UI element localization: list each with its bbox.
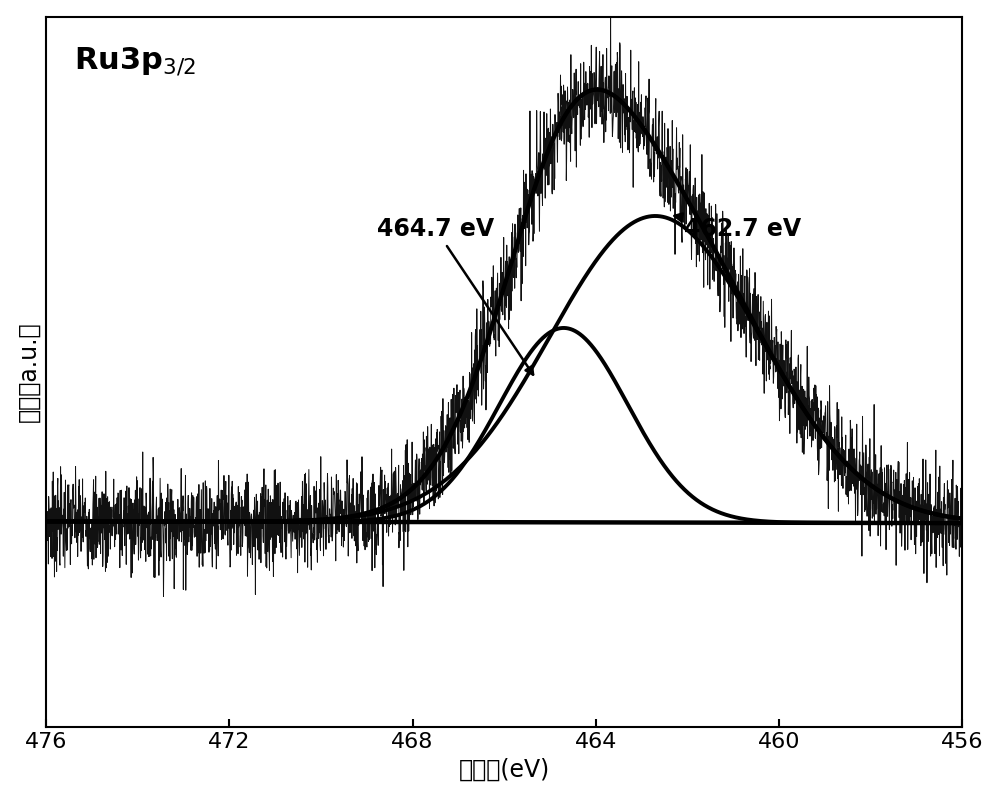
Text: 464.7 eV: 464.7 eV (377, 217, 533, 374)
Text: 462.7 eV: 462.7 eV (674, 214, 801, 241)
X-axis label: 结合能(eV): 结合能(eV) (459, 757, 550, 781)
Text: Ru3p$_{3/2}$: Ru3p$_{3/2}$ (74, 45, 196, 77)
Y-axis label: 强度（a.u.）: 强度（a.u.） (17, 322, 41, 422)
